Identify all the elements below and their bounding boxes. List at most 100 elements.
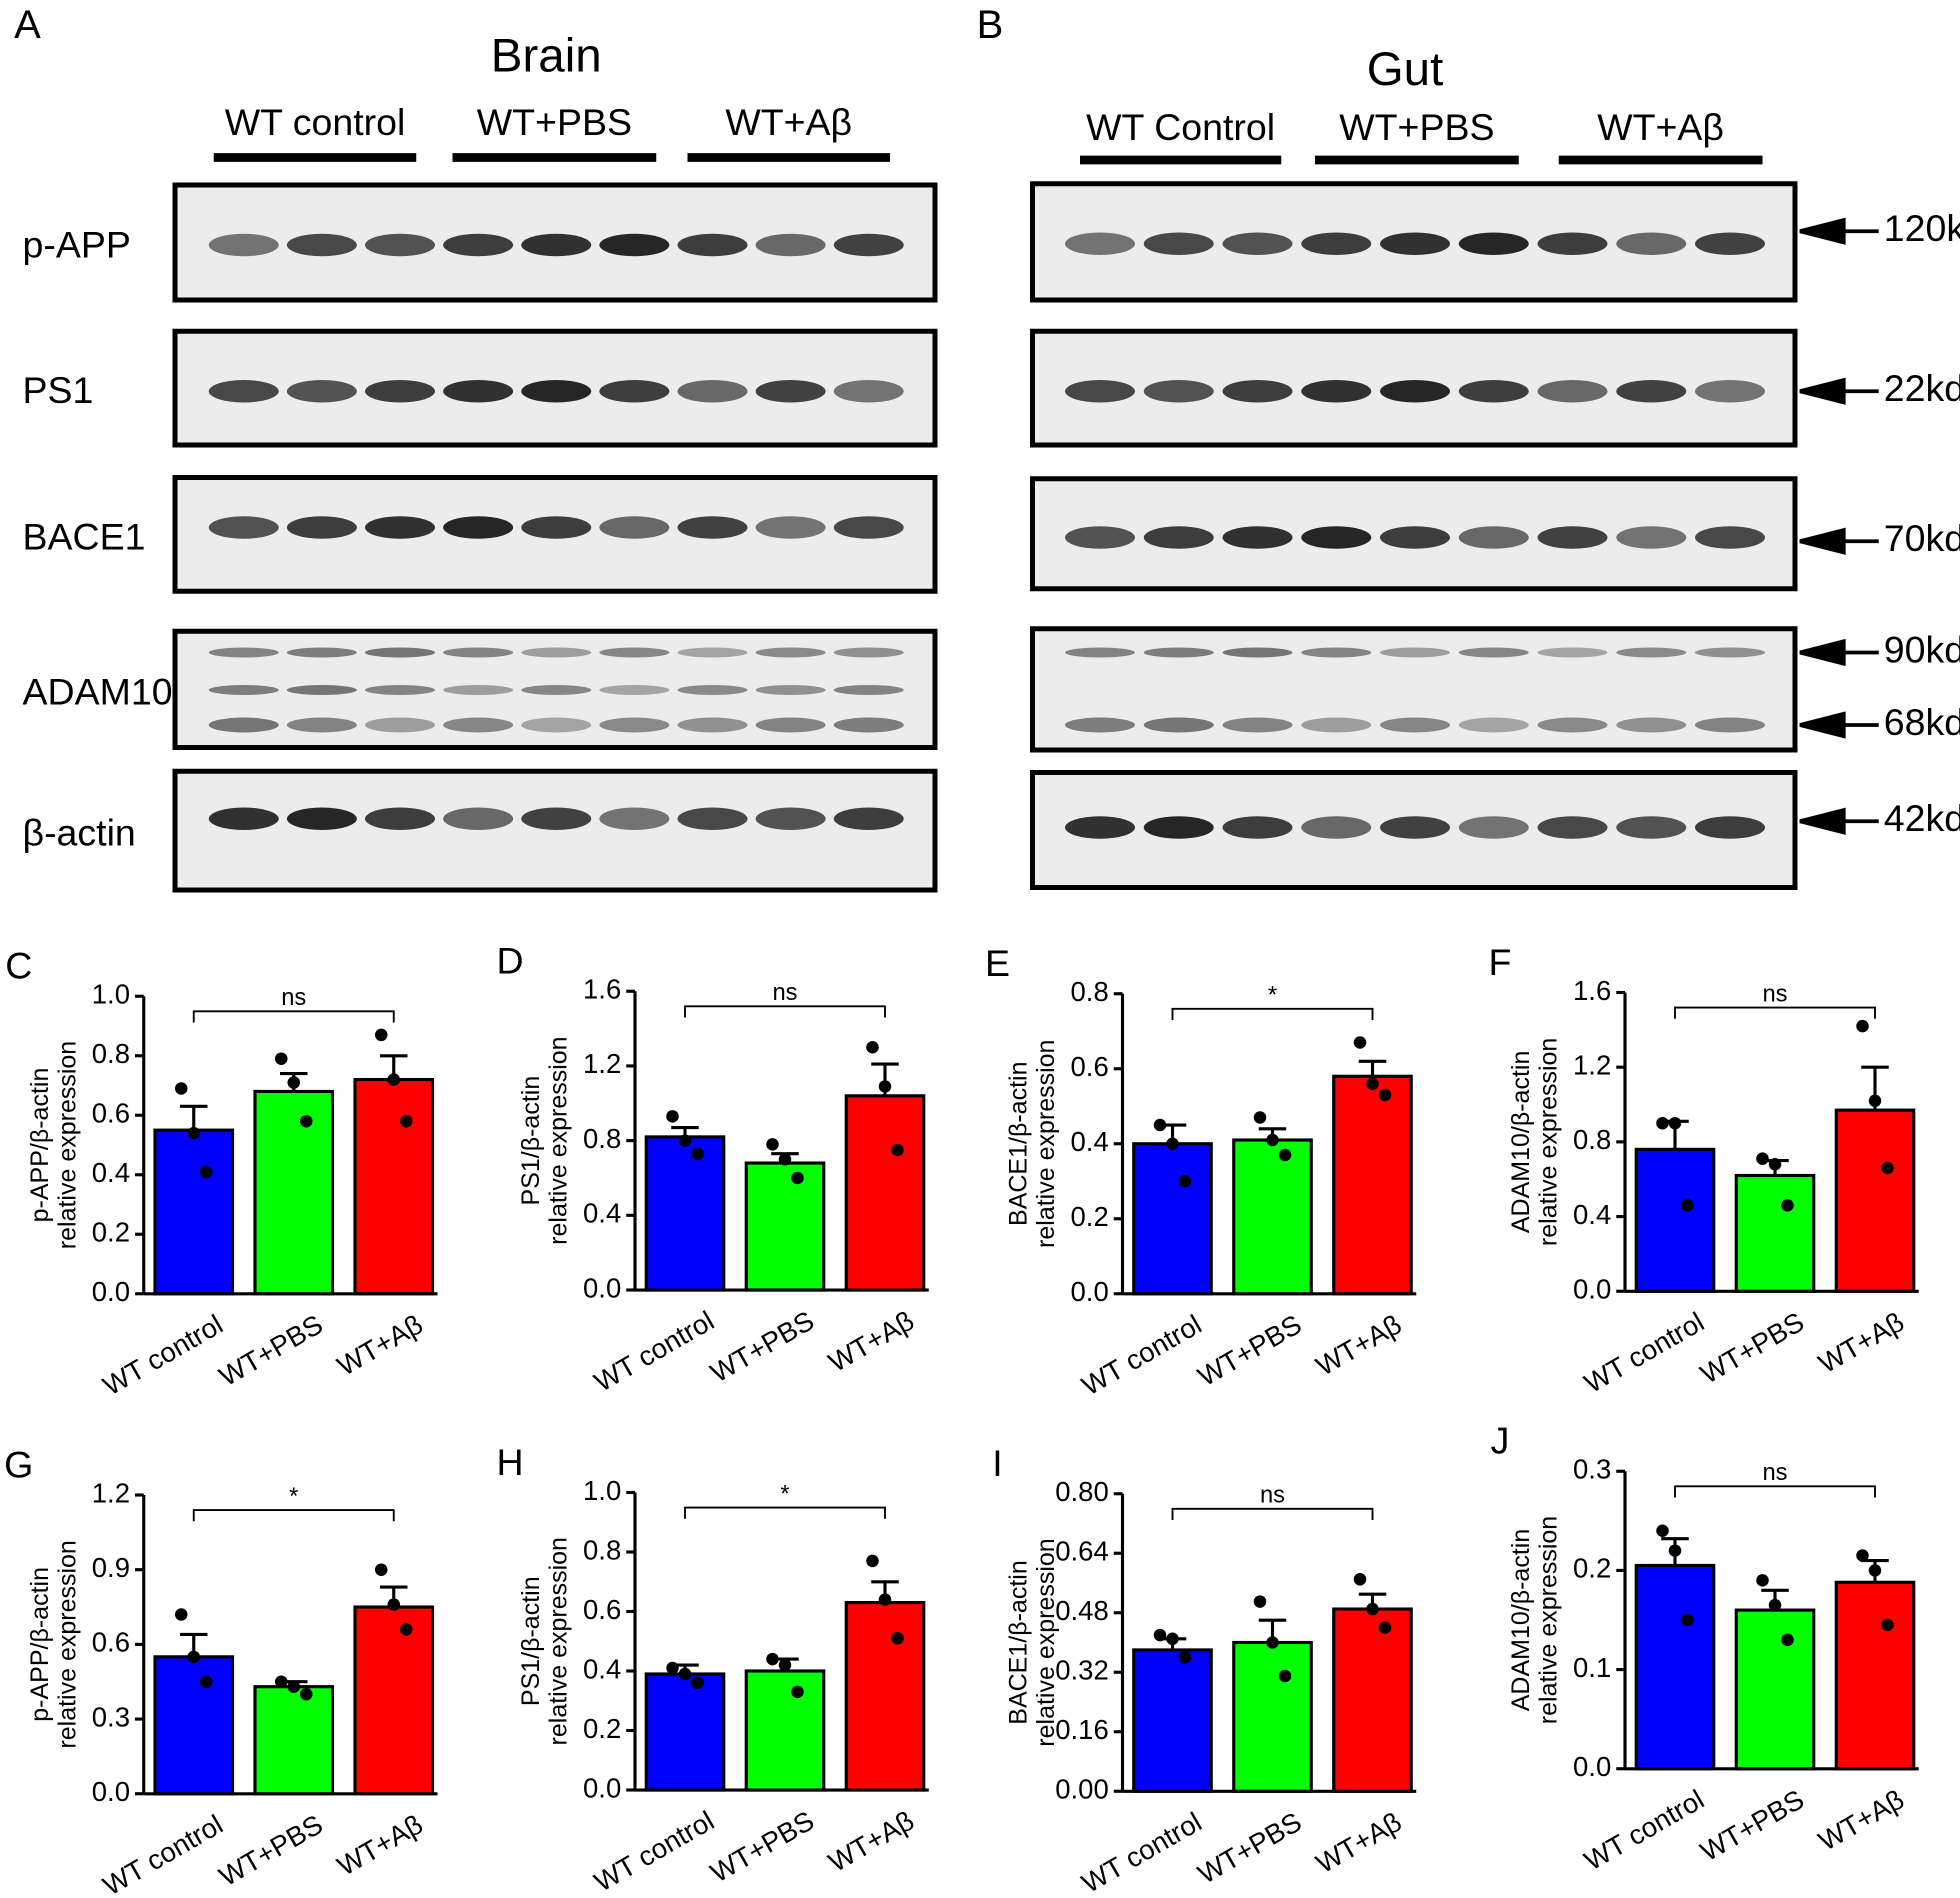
significance-bracket <box>684 1005 886 1018</box>
band <box>1695 816 1765 839</box>
x-tick-label: WT control <box>98 1808 228 1898</box>
band <box>1537 232 1608 255</box>
data-point <box>866 1554 879 1568</box>
band <box>1458 526 1529 549</box>
data-point <box>1353 1036 1367 1049</box>
bar <box>1634 1147 1716 1293</box>
y-tick-label: 0.6 <box>1071 1051 1109 1082</box>
data-point <box>1178 1175 1192 1188</box>
data-point <box>187 1650 200 1664</box>
x-tick-label: WT control <box>98 1308 228 1401</box>
band <box>1695 717 1765 733</box>
data-point <box>891 1143 904 1157</box>
band <box>599 233 670 257</box>
band <box>599 516 670 539</box>
band <box>365 717 435 733</box>
x-tick-label: WT+Aβ <box>823 1805 919 1878</box>
band <box>1143 380 1214 403</box>
band <box>1458 816 1529 839</box>
significance-bracket <box>192 1010 395 1023</box>
panel-letter: F <box>1489 941 1512 983</box>
band <box>521 233 592 257</box>
x-tick-label: WT+PBS <box>1193 1308 1307 1392</box>
data-point <box>287 1076 300 1089</box>
data-point <box>175 1082 188 1095</box>
band <box>521 807 592 830</box>
data-point <box>766 1652 779 1666</box>
x-tick-label: WT+PBS <box>1193 1806 1307 1890</box>
band <box>755 647 826 658</box>
y-axis-label: relative expression <box>545 1036 573 1244</box>
band <box>286 233 357 257</box>
band <box>208 233 279 257</box>
marker-label: 90kd <box>1884 628 1960 670</box>
band <box>677 380 748 403</box>
y-axis-label: BACE1/β-actin <box>1005 1062 1033 1226</box>
band <box>1695 526 1765 549</box>
band <box>208 516 279 539</box>
bar <box>253 1089 335 1296</box>
data-point <box>1278 1148 1292 1162</box>
band <box>1065 816 1135 839</box>
x-tick-label: WT+PBS <box>705 1305 819 1389</box>
y-tick-label: 0.9 <box>92 1552 130 1583</box>
significance-bracket <box>192 1509 395 1522</box>
y-axis-label: p-APP/β-actin <box>26 1068 54 1223</box>
x-tick-label: WT control <box>589 1805 719 1898</box>
significance-bracket <box>1674 1006 1876 1019</box>
bar <box>1132 1648 1213 1793</box>
y-tick-label: 1.6 <box>1573 975 1611 1006</box>
data-point <box>1756 1574 1769 1587</box>
bar <box>1232 1640 1313 1793</box>
significance-label: ns <box>772 979 797 1006</box>
marker-label: 42kd <box>1884 797 1960 839</box>
bar <box>1332 1074 1413 1296</box>
band <box>1222 647 1293 658</box>
band <box>1616 647 1687 658</box>
band <box>1537 380 1608 403</box>
bar <box>153 1128 235 1296</box>
band <box>1301 816 1372 839</box>
band <box>1222 816 1293 839</box>
data-point <box>678 1134 692 1147</box>
data-point <box>375 1563 388 1576</box>
y-tick-label: 0.8 <box>583 1534 621 1565</box>
data-point <box>678 1667 692 1681</box>
band <box>1222 232 1293 255</box>
data-point <box>1153 1118 1167 1132</box>
data-point <box>1253 1595 1267 1608</box>
y-tick-label: 0.6 <box>92 1627 130 1658</box>
band <box>1537 717 1608 733</box>
data-point <box>1881 1618 1894 1632</box>
band <box>833 233 904 257</box>
band <box>755 807 826 830</box>
bar <box>353 1077 435 1296</box>
marker-label: 120kd <box>1884 207 1960 249</box>
band <box>1301 647 1372 658</box>
band <box>677 516 748 539</box>
data-point <box>1278 1669 1292 1683</box>
x-tick-label: WT control <box>1076 1806 1206 1898</box>
band <box>1380 717 1450 733</box>
band <box>1537 526 1608 549</box>
band <box>443 516 514 539</box>
y-axis-label: relative expression <box>53 1540 81 1748</box>
panel-letter: H <box>496 1441 523 1483</box>
bar <box>1734 1173 1816 1293</box>
y-tick-label: 0.80 <box>1055 1476 1109 1507</box>
data-point <box>1266 1636 1279 1649</box>
band <box>1143 816 1214 839</box>
significance-bracket <box>1171 1507 1374 1520</box>
bar <box>1834 1108 1916 1293</box>
band <box>1695 232 1765 255</box>
data-point <box>387 1598 400 1611</box>
data-point <box>1681 1613 1694 1627</box>
data-point <box>1253 1111 1267 1124</box>
bar <box>844 1601 926 1792</box>
data-point <box>1378 1621 1392 1634</box>
y-tick-label: 0.6 <box>92 1098 130 1129</box>
y-tick-label: 0.32 <box>1055 1655 1109 1686</box>
band <box>365 807 435 830</box>
significance-label: * <box>780 1480 789 1507</box>
x-tick-label: WT+Aβ <box>823 1305 919 1378</box>
